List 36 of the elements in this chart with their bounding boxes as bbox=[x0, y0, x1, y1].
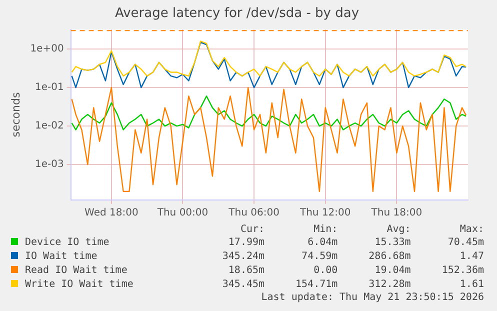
text: 1.61 bbox=[458, 278, 484, 292]
text: Avg: bbox=[386, 224, 411, 236]
y-axis-title: seconds bbox=[9, 92, 22, 138]
text: 18.65m bbox=[227, 264, 265, 278]
text: 19.04m bbox=[374, 264, 411, 278]
text: 286.68m bbox=[368, 250, 411, 264]
text: Min: bbox=[312, 224, 338, 236]
chart-title: Average latency for /dev/sda - by day bbox=[114, 6, 360, 22]
text: Last update: Thu May 21 23:50:15 2026 bbox=[260, 292, 484, 304]
text: 345.24m bbox=[221, 250, 265, 264]
text: 6.04m bbox=[306, 236, 338, 250]
text: 70.45m bbox=[446, 236, 484, 250]
text: 154.71m bbox=[294, 278, 338, 292]
y-tick-label: 1e-02 bbox=[34, 120, 64, 132]
text: 17.99m bbox=[227, 236, 265, 250]
text: 345.45m bbox=[221, 278, 265, 292]
y-tick-label: 1e-03 bbox=[34, 159, 64, 170]
text: 0.00 bbox=[312, 264, 338, 278]
text: Cur: bbox=[239, 224, 265, 236]
legend-label: IO Wait time bbox=[25, 251, 98, 262]
x-tick-label: Thu 12:00 bbox=[298, 208, 351, 219]
x-tick-label: Wed 18:00 bbox=[84, 208, 138, 219]
text: 74.59m bbox=[300, 250, 338, 264]
x-tick-label: Thu 18:00 bbox=[370, 208, 422, 219]
text: 152.36m bbox=[440, 264, 484, 278]
text: 312.28m bbox=[368, 278, 411, 292]
y-tick-label: 1e+00 bbox=[30, 44, 64, 55]
x-tick-label: Thu 06:00 bbox=[228, 208, 280, 219]
legend-label: Write IO Wait time bbox=[25, 279, 134, 290]
legend-label: Read IO Wait time bbox=[25, 265, 128, 276]
text: Max: bbox=[458, 224, 484, 236]
text: 1.47 bbox=[458, 250, 484, 264]
x-tick-label: Thu 00:00 bbox=[156, 208, 208, 219]
text: 15.33m bbox=[374, 236, 411, 250]
y-tick-label: 1e-01 bbox=[34, 82, 64, 94]
legend-label: Device IO time bbox=[25, 237, 110, 248]
